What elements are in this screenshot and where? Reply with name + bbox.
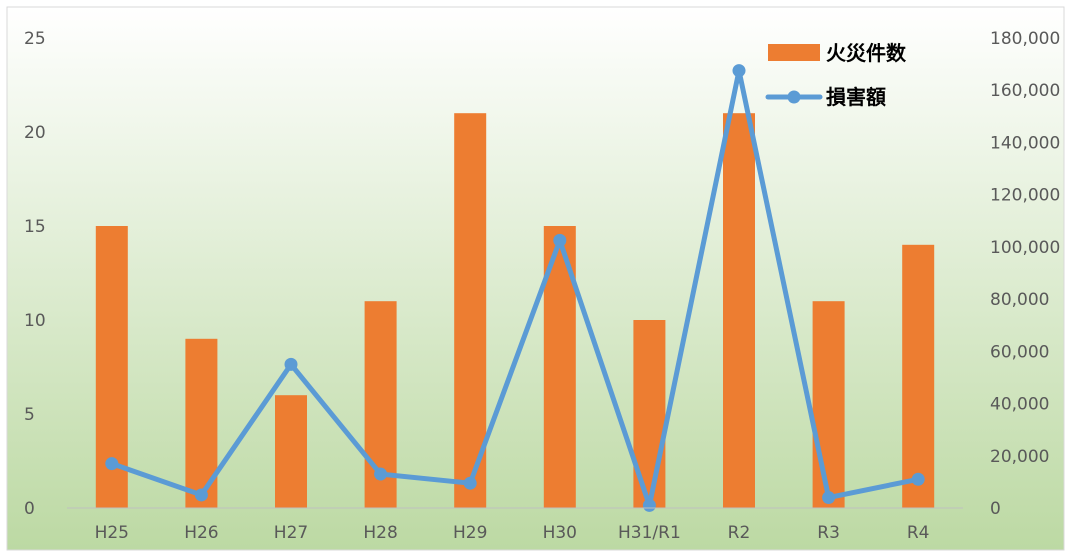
line-point-H27 <box>284 357 298 371</box>
chart-background <box>6 6 1065 551</box>
x-tick-label: H27 <box>274 523 308 543</box>
x-tick-label: R3 <box>817 523 840 543</box>
y-right-tick-label: 160,000 <box>990 81 1060 101</box>
legend-line-marker <box>787 90 801 104</box>
y-right-tick-label: 60,000 <box>990 342 1049 362</box>
x-tick-label: R4 <box>907 523 930 543</box>
y-left-tick-label: 15 <box>24 217 46 237</box>
y-right-tick-label: 40,000 <box>990 395 1049 415</box>
y-right-tick-label: 0 <box>990 499 1001 519</box>
x-tick-label: H29 <box>453 523 487 543</box>
bar-R4 <box>902 244 935 509</box>
line-point-H28 <box>374 467 388 481</box>
line-point-R4 <box>911 472 925 486</box>
line-point-R3 <box>822 491 836 505</box>
x-tick-label: H25 <box>95 523 129 543</box>
line-point-H25 <box>105 457 119 471</box>
y-right-tick-label: 20,000 <box>990 447 1049 467</box>
y-left-tick-label: 20 <box>24 123 46 143</box>
x-tick-label: H28 <box>363 523 397 543</box>
bar-R2 <box>723 113 755 508</box>
y-right-tick-label: 100,000 <box>990 238 1060 258</box>
x-tick-label: H30 <box>543 523 577 543</box>
bar-H29 <box>454 113 487 508</box>
line-point-H26 <box>194 488 208 502</box>
line-point-H31/R1 <box>642 498 656 512</box>
line-point-H30 <box>553 233 567 247</box>
line-series-damage <box>109 68 921 508</box>
legend-bar-label: 火災件数 <box>826 41 907 65</box>
bar-H27 <box>275 395 307 508</box>
x-tick-label: H26 <box>184 523 218 543</box>
legend-bar-swatch <box>768 44 820 61</box>
y-right-tick-label: 180,000 <box>990 29 1060 49</box>
bar-R3 <box>812 301 845 508</box>
y-left-tick-label: 10 <box>24 311 46 331</box>
y-right-tick-label: 80,000 <box>990 290 1049 310</box>
y-left-tick-label: 5 <box>24 405 35 425</box>
x-tick-label: R2 <box>728 523 751 543</box>
legend-line-label: 損害額 <box>826 85 886 109</box>
x-tick-label: H31/R1 <box>618 523 681 543</box>
line-point-H29 <box>463 476 477 490</box>
y-left-tick-label: 0 <box>24 499 35 519</box>
y-right-tick-label: 120,000 <box>990 186 1060 206</box>
y-right-tick-label: 140,000 <box>990 133 1060 153</box>
y-left-tick-label: 25 <box>24 29 46 49</box>
line-point-R2 <box>732 64 746 78</box>
